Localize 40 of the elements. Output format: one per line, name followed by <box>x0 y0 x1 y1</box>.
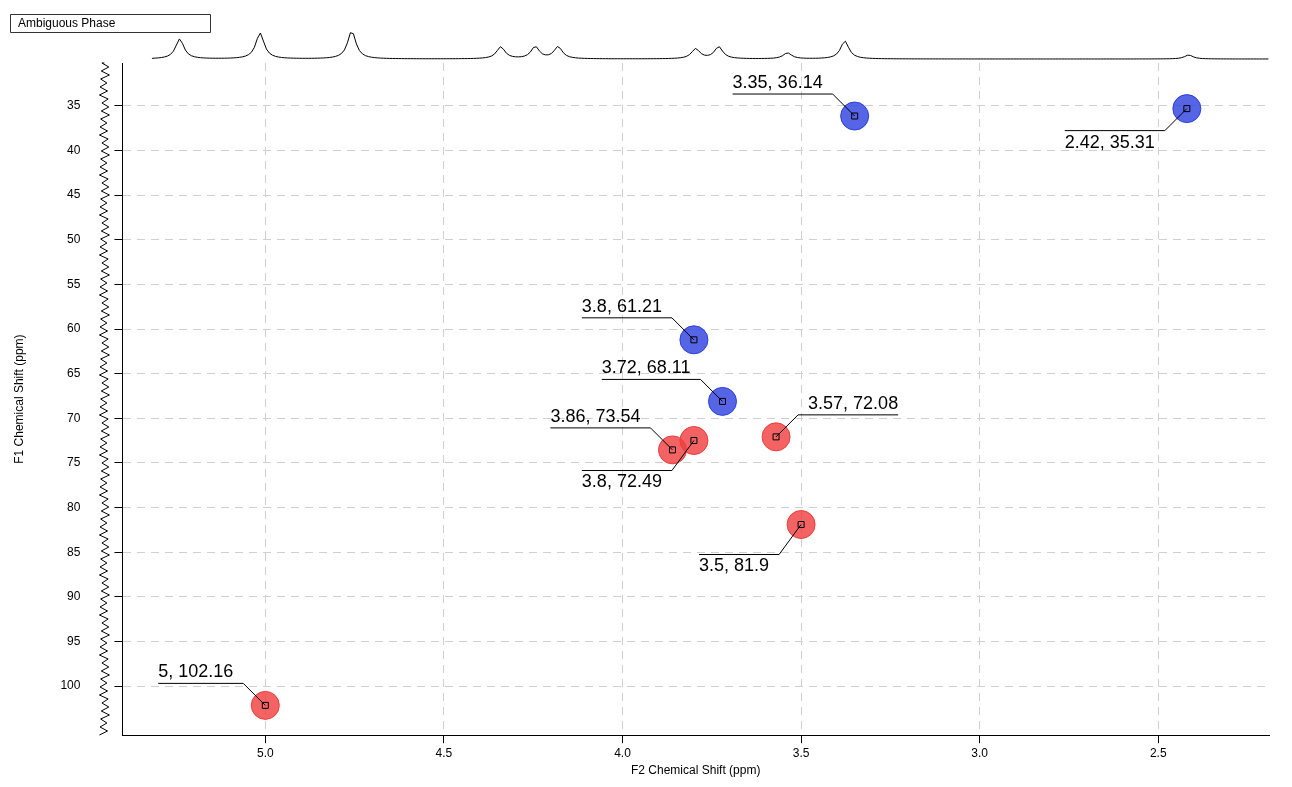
data-label: 3.8, 61.21 <box>581 295 662 316</box>
y-tick-label: 100 <box>60 678 81 693</box>
y-tick-label: 85 <box>67 544 81 559</box>
point <box>679 426 709 456</box>
y-tick-label: 75 <box>67 455 81 470</box>
y-tick-label: 40 <box>67 142 81 157</box>
point <box>786 510 816 540</box>
data-label: 3.5, 81.9 <box>699 555 770 576</box>
point <box>1172 94 1202 124</box>
x-axis-title: F2 Chemical Shift (ppm) <box>631 763 761 778</box>
x-tick-label: 4.0 <box>614 745 632 760</box>
data-label: 3.72, 68.11 <box>601 357 691 378</box>
point <box>840 101 870 131</box>
x-tick-label: 3.0 <box>971 745 989 760</box>
data-label: 3.8, 72.49 <box>581 471 662 492</box>
point <box>708 386 737 416</box>
point <box>761 422 791 452</box>
point <box>250 690 280 720</box>
y-tick-label: 45 <box>67 187 81 202</box>
data-label: 3.86, 73.54 <box>550 405 641 426</box>
data-label: 3.57, 72.08 <box>808 392 899 413</box>
y-tick-label: 95 <box>67 633 81 648</box>
y-tick-label: 55 <box>67 276 81 291</box>
text: Ambiguous Phase <box>18 16 116 31</box>
point <box>679 325 709 355</box>
data-label: 2.42, 35.31 <box>1064 131 1155 152</box>
y-tick-label: 60 <box>67 321 81 336</box>
y-tick-label: 65 <box>67 365 81 380</box>
y-axis-title: F1 Chemical Shift (ppm) <box>11 334 26 464</box>
y-tick-label: 90 <box>67 589 81 604</box>
data-label: 3.35, 36.14 <box>732 71 823 92</box>
x-tick-label: 5.0 <box>256 745 274 760</box>
y-tick-label: 35 <box>67 98 81 113</box>
y-tick-label: 80 <box>67 499 81 514</box>
x-tick-label: 4.5 <box>435 745 453 760</box>
data-label: 5, 102.16 <box>158 661 234 682</box>
x-tick-label: 2.5 <box>1149 745 1167 760</box>
x-tick-label: 3.5 <box>792 745 810 760</box>
y-tick-label: 50 <box>67 232 81 247</box>
y-tick-label: 70 <box>67 410 81 425</box>
